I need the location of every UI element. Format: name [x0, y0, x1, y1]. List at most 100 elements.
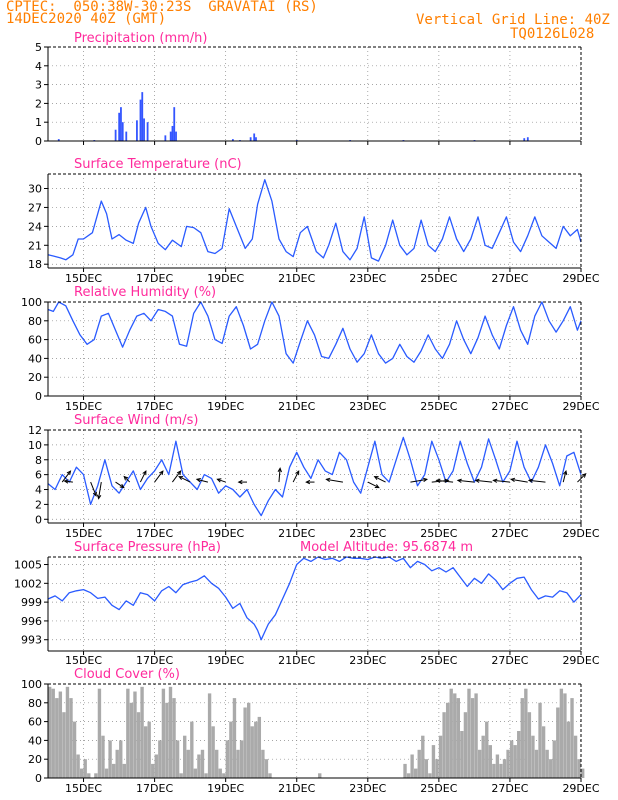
precip-y-tick-label: 3 — [35, 79, 42, 92]
wind-plot-area — [48, 430, 581, 523]
precip-y-tick-label: 0 — [35, 135, 42, 148]
wind-vector-head — [96, 494, 102, 500]
wind-x-tick-label: 15DEC — [65, 527, 102, 540]
wind-title: Surface Wind (m/s) — [74, 413, 198, 428]
precip-bar — [141, 92, 144, 141]
cloud-bar — [122, 763, 126, 778]
cloud-bar — [467, 688, 471, 778]
cloud-bar — [94, 773, 98, 778]
wind-vector-head — [216, 478, 222, 483]
precip-y-tick-label: 2 — [35, 97, 42, 110]
cloud-x-tick-label: 15DEC — [65, 782, 102, 795]
wind-series-line — [47, 436, 582, 517]
wind-vector-head — [474, 478, 480, 483]
cloud-bar — [165, 702, 169, 778]
precip-bar — [125, 131, 128, 141]
cloud-bar — [445, 702, 450, 778]
temp-x-tick-label: 29DEC — [562, 272, 599, 285]
wind-vector — [410, 478, 428, 483]
wind-vector — [123, 476, 131, 483]
cloud-bar — [417, 749, 421, 778]
rh-x-tick-label: 23DEC — [349, 400, 386, 413]
wind-x-tick-label: 21DEC — [278, 527, 315, 540]
cloud-bar — [246, 702, 251, 778]
cloud-bar — [318, 773, 322, 778]
cloud-bar — [236, 749, 240, 778]
cloud-bar — [51, 688, 55, 778]
wind-vector-head — [237, 479, 243, 485]
wind-vector-head — [581, 472, 587, 478]
wind-vector-head — [435, 478, 441, 483]
precip-title: Precipitation (mm/h) — [74, 31, 207, 46]
cloud-bar — [190, 721, 194, 778]
precip-bar — [173, 107, 176, 141]
cloud-bar — [421, 735, 425, 778]
wind-x-tick-label: 27DEC — [491, 527, 528, 540]
cloud-bar — [485, 721, 489, 778]
wind-vector-head — [277, 467, 282, 473]
precip-bar — [57, 139, 60, 141]
precip-bar — [175, 131, 177, 141]
cloud-y-tick-label: 0 — [35, 772, 42, 785]
cloud-bar — [101, 735, 105, 778]
cloud-bar — [410, 754, 414, 778]
wind-vector-head — [456, 478, 462, 483]
cloud-bar — [222, 773, 226, 778]
pressure-x-tick-label: 29DEC — [562, 654, 599, 667]
wind-vector — [436, 479, 454, 483]
rh-y-tick-label: 60 — [28, 334, 42, 347]
cloud-bar — [435, 759, 439, 778]
cloud-bar — [215, 749, 219, 778]
cloud-bar — [573, 735, 578, 778]
rh-plot-area — [48, 302, 581, 396]
cloud-bar — [531, 735, 535, 778]
header-grid-line: Vertical Grid Line: 40Z — [416, 12, 610, 28]
cloud-bar — [200, 749, 205, 778]
cloud-bar — [87, 773, 91, 778]
cloud-bar — [495, 754, 500, 778]
cloud-bar — [470, 698, 475, 778]
rh-x-tick-label: 25DEC — [420, 400, 457, 413]
cloud-bar — [456, 698, 461, 778]
cloud-y-tick-label: 20 — [28, 753, 42, 766]
temp-y-tick-label: 30 — [28, 183, 42, 196]
cloud-bar — [140, 686, 144, 778]
header-model: TQ0126L028 — [510, 26, 595, 42]
wind-vector-head — [510, 477, 516, 483]
wind-vector-head — [92, 491, 97, 497]
precip-bar — [523, 138, 526, 141]
temp-title: Surface Temperature (nC) — [74, 157, 242, 172]
precip-bar — [255, 137, 257, 141]
cloud-bar — [431, 745, 436, 778]
pressure-x-tick-label: 17DEC — [136, 654, 173, 667]
cloud-bar — [133, 691, 137, 778]
cloud-bar — [186, 749, 190, 778]
cloud-x-tick-label: 19DEC — [207, 782, 244, 795]
cloud-bar — [129, 702, 134, 778]
cloud-bar — [449, 688, 453, 778]
pressure-x-tick-label: 25DEC — [420, 654, 457, 667]
wind-vector — [98, 481, 102, 499]
cloud-bar — [520, 698, 524, 778]
cloud-bar — [474, 693, 478, 778]
cloud-bar — [179, 773, 183, 778]
cloud-bar — [481, 735, 485, 778]
cloud-bar — [48, 686, 52, 778]
cloud-bar — [428, 773, 432, 778]
cloud-bar — [517, 731, 521, 778]
cloud-bar — [175, 740, 180, 778]
cloud-bar — [243, 707, 247, 778]
precip-bar — [121, 122, 124, 141]
precip-bar — [164, 135, 167, 141]
cloud-bar — [581, 768, 585, 778]
wind-vector-head — [563, 469, 568, 476]
wind-x-tick-label: 23DEC — [349, 527, 386, 540]
cloud-bar — [151, 763, 155, 778]
wind-vector — [171, 470, 182, 483]
cloud-bar — [254, 721, 258, 778]
wind-vector-head — [295, 470, 300, 476]
cloud-bar — [538, 702, 542, 778]
cloud-y-tick-label: 40 — [28, 734, 42, 747]
cloud-bar — [424, 759, 429, 778]
cloud-bar — [193, 768, 198, 778]
